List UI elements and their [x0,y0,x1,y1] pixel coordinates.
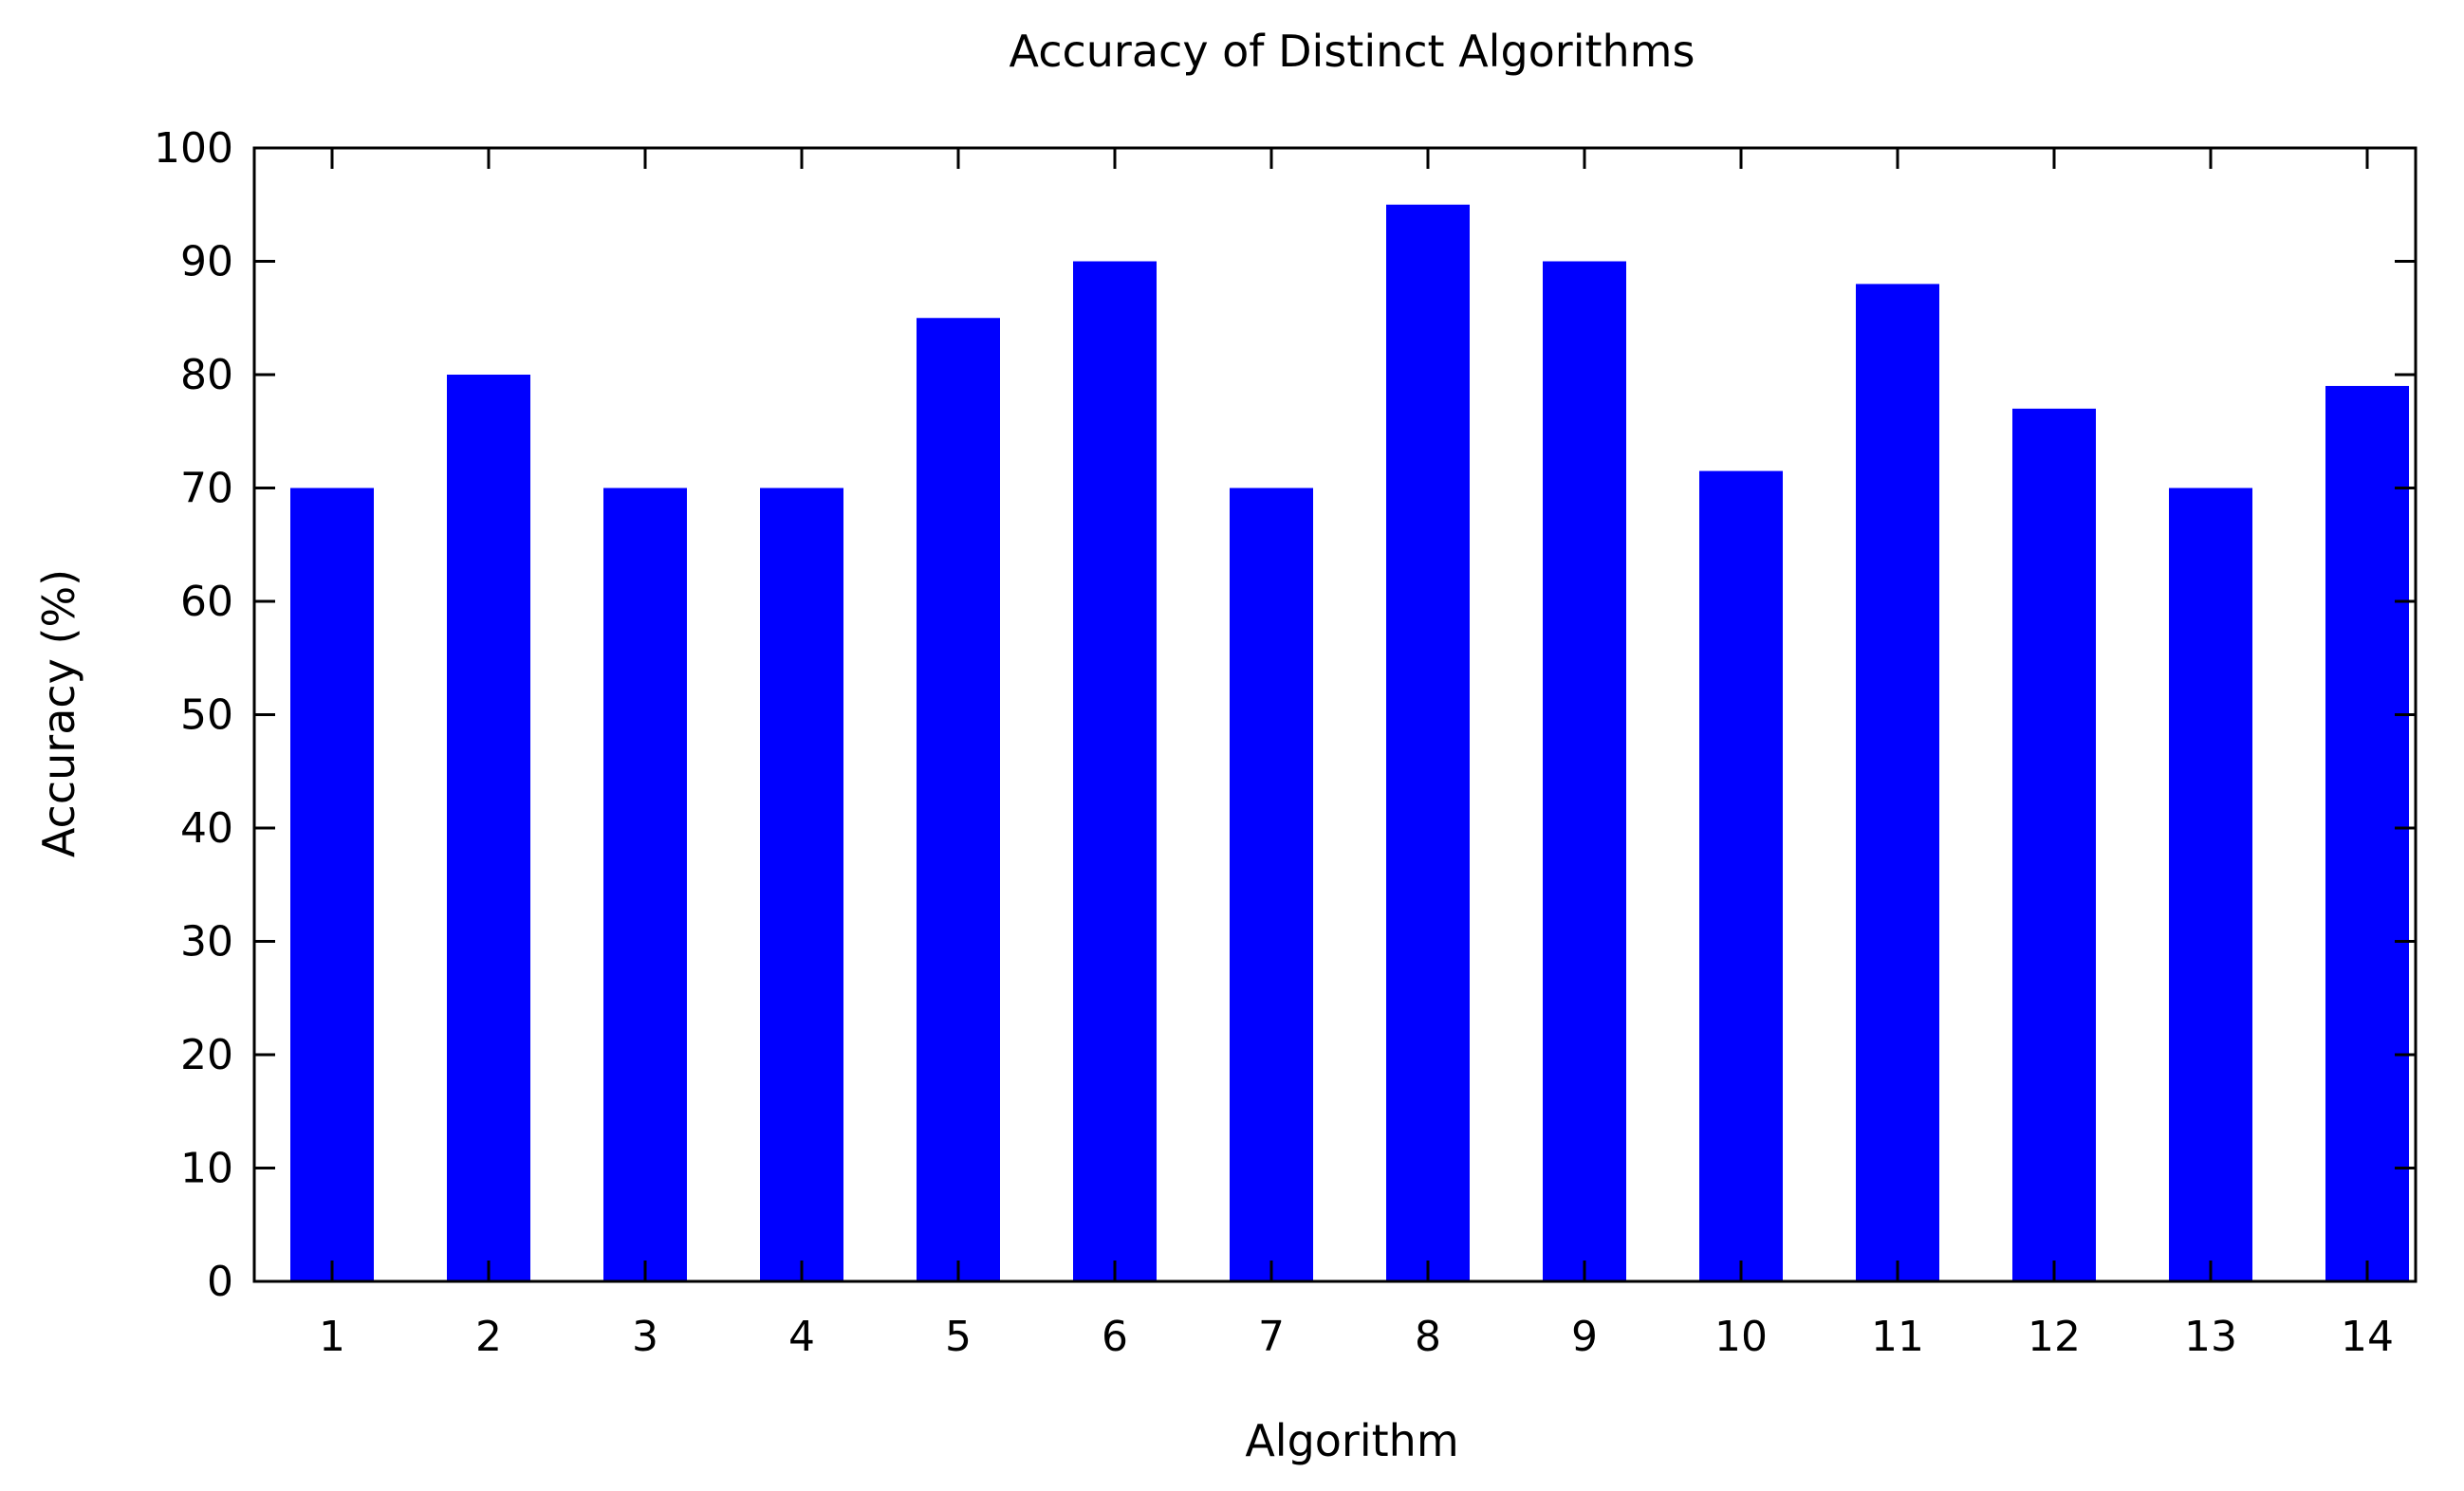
ticks-layer: 1 2 3 4 5 6 7 8 9 10 11 12 13 14010203040506070809010… [154,124,2416,1361]
bar-13 [2169,488,2252,1281]
y-tick-label: 0 [207,1258,233,1306]
x-tick-label: 11 [1871,1313,1924,1361]
x-tick-label: 6 [1102,1313,1128,1361]
x-tick-label: 9 [1571,1313,1598,1361]
bar-4 [760,488,843,1281]
bar-5 [917,318,1000,1281]
y-tick-label: 100 [154,124,233,173]
x-tick-label: 1 [319,1313,345,1361]
x-tick-label: 10 [1714,1313,1768,1361]
y-tick-label: 10 [180,1145,233,1193]
chart-title: Accuracy of Distinct Algorithms [1010,26,1695,77]
x-tick-label: 5 [945,1313,972,1361]
y-tick-label: 50 [180,691,233,740]
y-tick-label: 20 [180,1031,233,1079]
bar-10 [1699,470,1783,1281]
y-tick-label: 90 [180,238,233,286]
bar-8 [1386,204,1470,1281]
bar-9 [1543,261,1626,1281]
x-tick-label: 4 [788,1313,815,1361]
x-tick-label: 7 [1258,1313,1285,1361]
y-tick-label: 80 [180,351,233,399]
x-tick-label: 2 [475,1313,502,1361]
bar-3 [603,488,687,1281]
bar-6 [1073,261,1157,1281]
bar-7 [1230,488,1313,1281]
y-axis-label: Accuracy (%) [33,569,84,857]
x-axis-label: Algorithm [1245,1415,1458,1466]
x-tick-label: 14 [2341,1313,2394,1361]
bar-12 [2012,408,2096,1282]
bar-1 [290,488,374,1281]
x-tick-label: 13 [2184,1313,2237,1361]
bar-11 [1856,284,1939,1281]
y-tick-label: 30 [180,918,233,966]
x-tick-label: 3 [632,1313,658,1361]
y-tick-label: 40 [180,804,233,853]
y-tick-label: 70 [180,465,233,513]
bar-14 [2325,385,2409,1281]
x-tick-label: 12 [2028,1313,2081,1361]
plot-frame [252,146,2418,1283]
x-tick-label: 8 [1415,1313,1441,1361]
y-tick-label: 60 [180,578,233,626]
bars-layer [290,204,2409,1282]
bar-2 [447,375,530,1281]
